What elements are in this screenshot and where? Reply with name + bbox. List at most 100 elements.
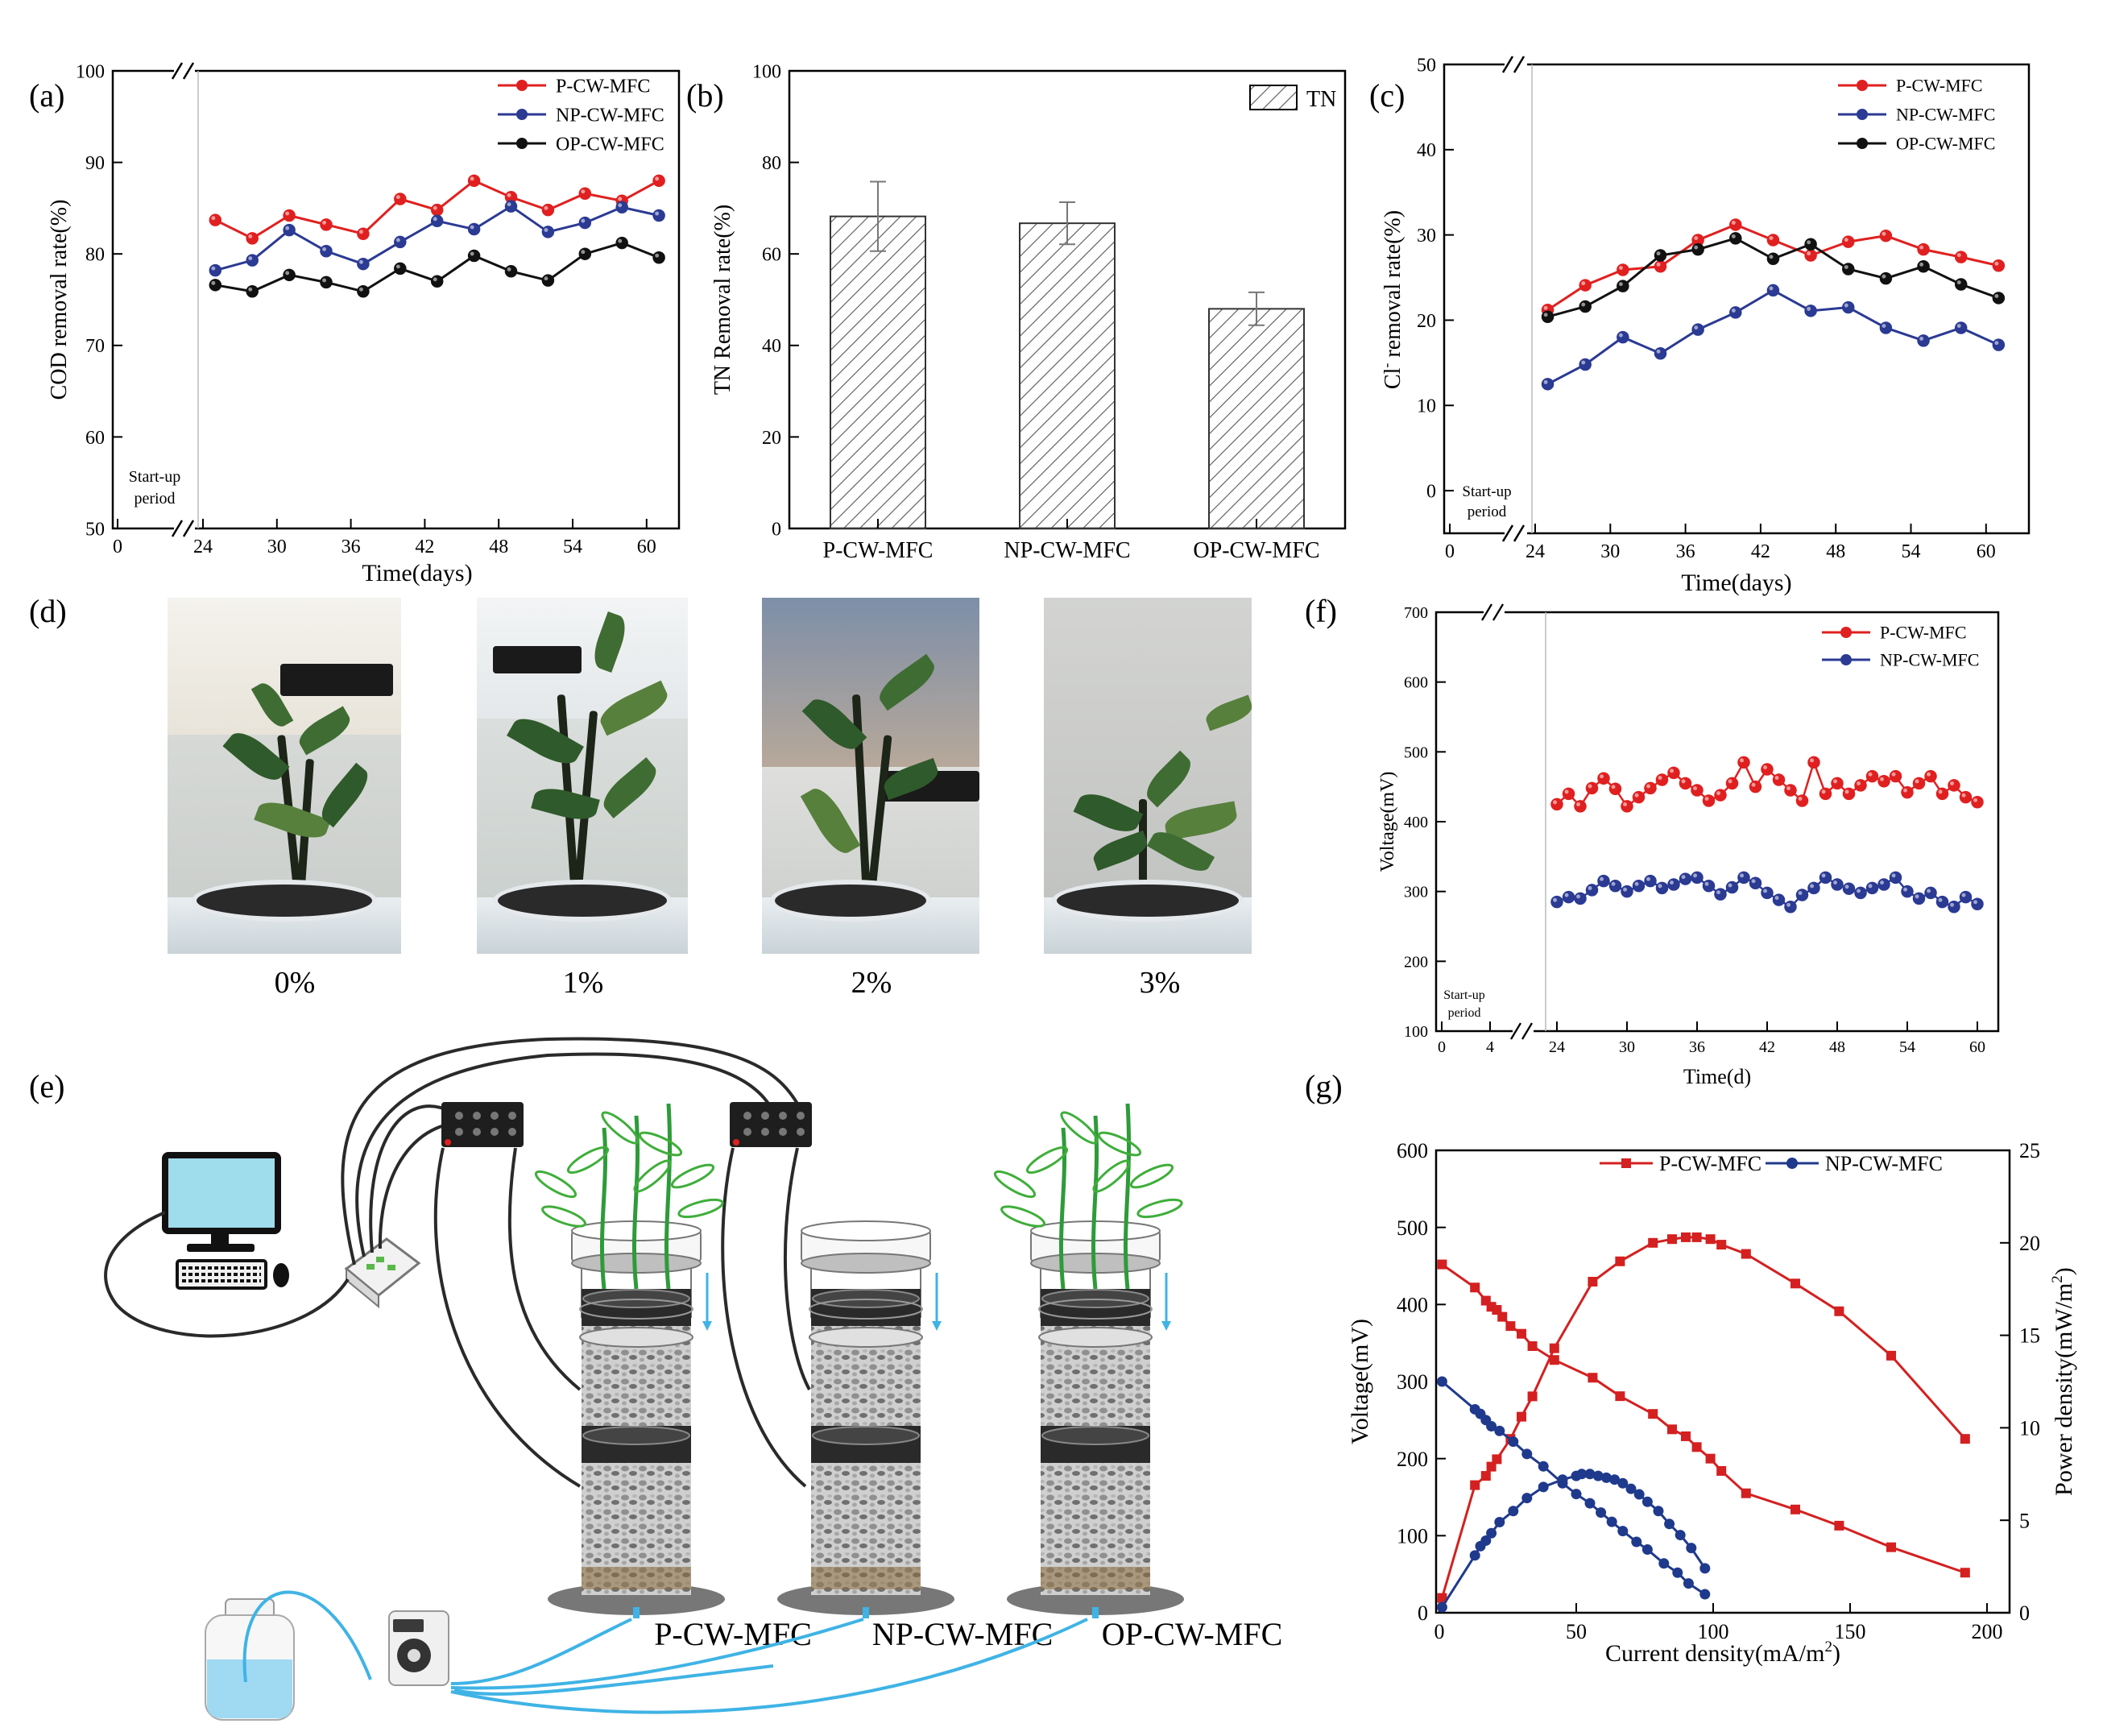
data-point bbox=[1749, 780, 1762, 793]
chart-a-ylabel: COD removal rate(%) bbox=[47, 200, 72, 400]
data-point bbox=[1480, 1535, 1492, 1546]
data-point bbox=[1691, 1232, 1702, 1242]
data-point-highlight bbox=[1670, 769, 1674, 773]
data-point-highlight bbox=[1810, 884, 1814, 889]
chart-g-xlabel-end: ) bbox=[1832, 1640, 1840, 1667]
data-point bbox=[1667, 878, 1680, 891]
data-point bbox=[1699, 1563, 1711, 1574]
bar bbox=[830, 215, 926, 529]
data-point bbox=[1795, 794, 1809, 807]
data-point bbox=[1804, 238, 1817, 251]
data-point bbox=[1935, 787, 1949, 801]
data-point-highlight bbox=[1857, 889, 1861, 893]
data-point bbox=[430, 275, 444, 288]
overflow-basin-rim bbox=[801, 1220, 931, 1241]
xtick-label: 54 bbox=[563, 537, 582, 557]
data-point bbox=[1584, 1469, 1596, 1480]
basin-plate bbox=[801, 1253, 931, 1274]
chart-c-startup-line2: period bbox=[1468, 503, 1507, 520]
data-point-highlight bbox=[507, 267, 511, 271]
chart-f-frame bbox=[1434, 611, 2000, 1033]
data-point bbox=[1655, 773, 1669, 786]
chart-g-ylabel-right-main: Power density(mW/m bbox=[2051, 1283, 2077, 1496]
data-point bbox=[1971, 897, 1984, 911]
data-point bbox=[1579, 300, 1592, 313]
data-point-highlight bbox=[1581, 281, 1586, 286]
data-point bbox=[1654, 260, 1667, 273]
xtick-label: 200 bbox=[1972, 1620, 2003, 1643]
category-label: OP-CW-MFC bbox=[1193, 538, 1319, 563]
xtick-label: 0 bbox=[113, 537, 122, 557]
data-point bbox=[1865, 881, 1879, 895]
keyboard-icon bbox=[176, 1259, 267, 1290]
data-point-highlight bbox=[1882, 231, 1886, 236]
data-point-highlight bbox=[1919, 245, 1924, 250]
inflow-port bbox=[633, 1607, 640, 1618]
data-point-highlight bbox=[1588, 784, 1592, 789]
plant-leaf bbox=[1000, 1205, 1045, 1228]
plant-leaf bbox=[1092, 1159, 1131, 1193]
data-point bbox=[1716, 1465, 1727, 1476]
data-point-highlight bbox=[1994, 294, 1999, 298]
data-point bbox=[1617, 1477, 1629, 1489]
plant-leaf bbox=[601, 1111, 640, 1145]
data-point-highlight bbox=[1656, 349, 1661, 354]
data-point bbox=[394, 235, 407, 249]
data-point-highlight bbox=[248, 287, 253, 292]
data-point bbox=[1658, 1558, 1670, 1569]
data-point-highlight bbox=[1938, 789, 1943, 794]
chart-a-startup-line1: Start-up bbox=[129, 468, 180, 486]
data-point bbox=[1834, 1520, 1844, 1531]
ytick-label: 100 bbox=[1397, 1524, 1428, 1547]
chart-c-xlabel: Time(days) bbox=[1681, 570, 1791, 596]
plant-leaf bbox=[534, 1170, 577, 1199]
data-point bbox=[1549, 1343, 1559, 1353]
data-point-highlight bbox=[1618, 282, 1623, 287]
data-point-highlight bbox=[1564, 893, 1569, 897]
data-point-highlight bbox=[1807, 240, 1811, 245]
data-point-highlight bbox=[1618, 333, 1623, 338]
data-point bbox=[209, 263, 222, 277]
data-point bbox=[1585, 781, 1599, 795]
data-point bbox=[615, 236, 628, 250]
ytick-label: 80 bbox=[85, 245, 105, 266]
plant-leaf bbox=[1060, 1111, 1099, 1145]
legend-label: NP-CW-MFC bbox=[1880, 650, 1979, 670]
data-point bbox=[1667, 766, 1680, 780]
inflow-port bbox=[1092, 1607, 1099, 1618]
data-point bbox=[1729, 306, 1742, 319]
data-point-highlight bbox=[544, 228, 549, 232]
data-point-highlight bbox=[322, 220, 326, 225]
data-point bbox=[1579, 279, 1592, 292]
plant-leaf bbox=[1097, 1131, 1142, 1157]
data-point-highlight bbox=[285, 211, 290, 216]
data-point-highlight bbox=[1786, 902, 1790, 907]
data-point bbox=[1574, 800, 1587, 813]
ytick-label: 20 bbox=[762, 428, 781, 449]
data-point bbox=[1877, 878, 1890, 891]
data-point bbox=[1588, 1277, 1598, 1287]
data-point-highlight bbox=[1844, 238, 1848, 242]
ytick-label: 20 bbox=[1417, 311, 1436, 332]
computer-monitor-icon bbox=[162, 1152, 281, 1252]
data-point bbox=[1705, 1453, 1716, 1464]
data-point-highlight bbox=[1833, 880, 1837, 885]
xtick-label: 54 bbox=[1899, 1038, 1915, 1056]
data-point-highlight bbox=[1681, 779, 1686, 784]
reactor-label: OP-CW-MFC bbox=[1102, 1616, 1283, 1652]
data-point bbox=[467, 249, 481, 263]
plant-stem bbox=[664, 1103, 673, 1290]
data-point bbox=[209, 213, 222, 226]
chart-c-ylabel-sup: - bbox=[1378, 363, 1394, 368]
data-point bbox=[541, 226, 555, 238]
data-point bbox=[1725, 777, 1739, 790]
chart-g-frame bbox=[1434, 1149, 2011, 1614]
data-point-highlight bbox=[1915, 779, 1919, 784]
data-point-highlight bbox=[1553, 800, 1558, 805]
plant-photo-0 bbox=[168, 598, 401, 954]
data-point bbox=[1924, 886, 1937, 900]
data-point bbox=[1705, 1234, 1716, 1245]
data-point-highlight bbox=[395, 264, 400, 269]
data-point bbox=[1912, 892, 1926, 905]
legend-marker bbox=[1786, 1158, 1798, 1169]
